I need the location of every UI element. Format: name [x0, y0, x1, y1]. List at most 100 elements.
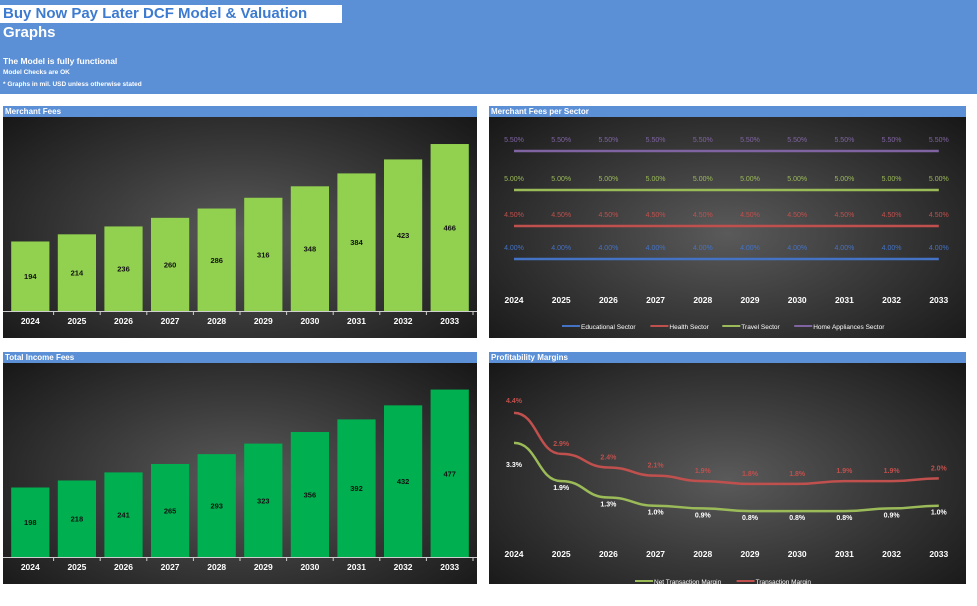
data-label: 4.00% [504, 245, 524, 252]
data-label: 5.50% [834, 137, 854, 144]
x-tick-label: 2031 [347, 562, 366, 572]
bar-value-label: 293 [210, 502, 223, 511]
data-label: 4.00% [882, 245, 902, 252]
bar-value-label: 286 [210, 256, 223, 265]
x-tick-label: 2026 [114, 562, 133, 572]
bar [383, 159, 423, 311]
x-tick-label: 2028 [693, 549, 712, 559]
x-tick-label: 2029 [254, 316, 273, 326]
legend-label: Transaction Margin [756, 579, 812, 584]
x-tick-label: 2031 [835, 295, 854, 305]
bar-value-label: 260 [164, 260, 177, 269]
bar-value-label: 348 [304, 245, 317, 254]
data-label: 4.50% [693, 212, 713, 219]
data-label: 5.50% [882, 137, 902, 144]
data-label: 4.00% [646, 245, 666, 252]
x-tick-label: 2031 [835, 549, 854, 559]
data-label: 1.8% [742, 471, 759, 478]
data-label: 2.1% [648, 463, 665, 470]
data-label: 4.00% [834, 245, 854, 252]
units-note: * Graphs in mil. USD unless otherwise st… [3, 81, 142, 88]
data-label: 2.9% [553, 441, 570, 448]
x-tick-label: 2030 [788, 295, 807, 305]
data-label: 1.0% [931, 510, 948, 517]
bar [150, 217, 190, 311]
x-tick-label: 2030 [300, 316, 319, 326]
bar-value-label: 236 [117, 265, 130, 274]
data-label: 4.50% [504, 212, 524, 219]
bar [197, 208, 236, 311]
bar-value-label: 466 [443, 224, 456, 233]
data-label: 2.0% [931, 465, 948, 472]
bar [11, 487, 50, 557]
x-tick-label: 2031 [347, 316, 366, 326]
x-tick-label: 2030 [788, 549, 807, 559]
data-label: 1.9% [695, 468, 712, 475]
data-label: 5.00% [787, 176, 807, 183]
bar [57, 480, 97, 557]
bar [290, 186, 330, 311]
legend-label: Health Sector [669, 324, 709, 331]
data-label: 4.50% [929, 212, 949, 219]
bar [430, 144, 469, 311]
x-tick-label: 2033 [440, 562, 459, 572]
panel-title: Total Income Fees [3, 352, 477, 363]
page-title: Buy Now Pay Later DCF Model & Valuation [3, 5, 308, 22]
bar [57, 234, 97, 311]
panel-title: Merchant Fees [3, 106, 477, 117]
x-tick-label: 2029 [741, 549, 760, 559]
bar [150, 463, 190, 557]
bar-value-label: 194 [24, 272, 37, 281]
data-label: 5.50% [787, 137, 807, 144]
bar-value-label: 214 [71, 269, 84, 278]
data-label: 5.50% [693, 137, 713, 144]
x-tick-label: 2029 [254, 562, 273, 572]
data-label: 4.50% [551, 212, 571, 219]
bar [430, 389, 469, 557]
data-label: 4.00% [740, 245, 760, 252]
page-subtitle: Graphs [3, 24, 56, 41]
data-label: 5.00% [504, 176, 524, 183]
bar [337, 173, 376, 311]
data-label: 1.9% [836, 468, 853, 475]
x-tick-label: 2025 [552, 295, 571, 305]
x-tick-label: 2027 [161, 562, 180, 572]
bar [104, 226, 143, 311]
x-tick-label: 2028 [207, 562, 226, 572]
x-tick-label: 2025 [67, 562, 86, 572]
data-label: 5.50% [551, 137, 571, 144]
x-tick-label: 2025 [67, 316, 86, 326]
data-label: 5.00% [646, 176, 666, 183]
data-label: 5.50% [929, 137, 949, 144]
data-label: 5.00% [551, 176, 571, 183]
bar-value-label: 265 [164, 506, 177, 515]
legend-label: Educational Sector [581, 324, 636, 331]
legend-label: Home Appliances Sector [813, 324, 885, 331]
data-label: 5.00% [882, 176, 902, 183]
bar [383, 405, 423, 557]
data-label: 5.00% [834, 176, 854, 183]
x-tick-label: 2027 [161, 316, 180, 326]
x-tick-label: 2032 [394, 316, 413, 326]
x-tick-label: 2024 [505, 295, 524, 305]
series-line [513, 441, 939, 513]
x-tick-label: 2032 [882, 295, 901, 305]
x-tick-label: 2024 [21, 316, 40, 326]
bar-value-label: 198 [24, 518, 37, 527]
x-tick-label: 2033 [929, 295, 948, 305]
merchant-fees-chart: 194 2024 214 2025 236 2026 260 2027 286 2028 316 20… [3, 144, 477, 326]
bar [337, 419, 376, 557]
data-label: 4.50% [882, 212, 902, 219]
merchant-fees-panel: Merchant Fees 194 2024 214 2025 236 2026 260 20… [3, 106, 477, 338]
data-label: 5.00% [929, 176, 949, 183]
data-label: 1.9% [884, 468, 901, 475]
x-tick-label: 2024 [21, 562, 40, 572]
model-status: The Model is fully functional [3, 56, 118, 66]
bar [290, 432, 330, 557]
legend-label: Net Transaction Margin [654, 579, 722, 584]
x-tick-label: 2030 [300, 562, 319, 572]
data-label: 4.00% [598, 245, 618, 252]
data-label: 5.50% [740, 137, 760, 144]
series-line [513, 411, 939, 486]
data-label: 3.3% [506, 462, 523, 469]
